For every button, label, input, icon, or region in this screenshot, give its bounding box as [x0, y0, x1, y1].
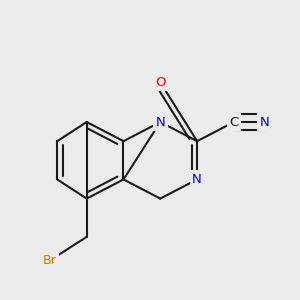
Text: C: C	[229, 116, 239, 128]
Text: Br: Br	[43, 254, 57, 267]
Text: N: N	[192, 173, 202, 186]
Text: N: N	[155, 116, 165, 128]
Text: O: O	[155, 76, 166, 89]
Text: N: N	[260, 116, 270, 128]
